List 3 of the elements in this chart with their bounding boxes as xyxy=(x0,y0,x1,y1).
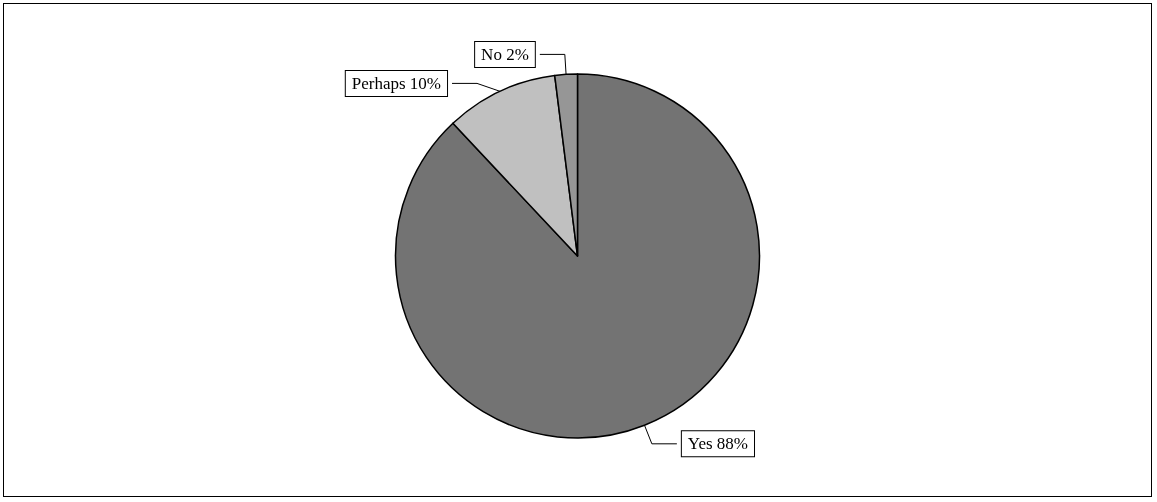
slice-label: Perhaps 10% xyxy=(351,73,442,93)
slice-label: No 2% xyxy=(481,44,529,64)
slice-label: Yes 88% xyxy=(687,434,749,454)
